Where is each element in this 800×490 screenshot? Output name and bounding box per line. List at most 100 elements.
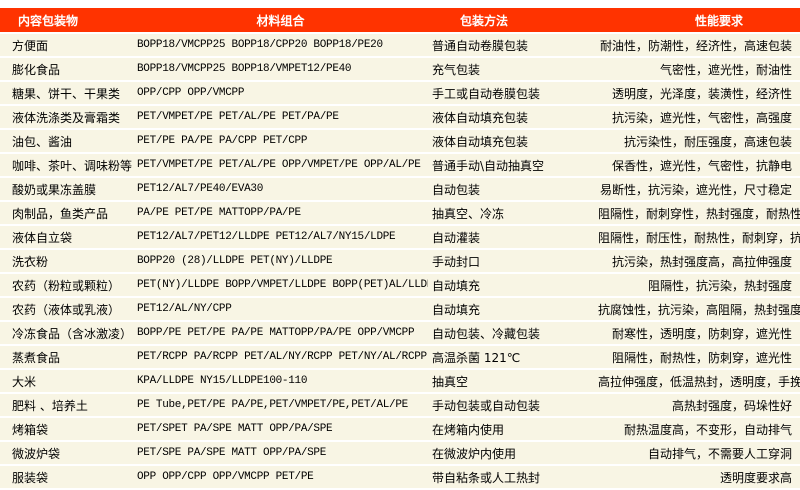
table-row: 油包、酱油 PET/PE PA/PE PA/CPP PET/CPP 液体自动填充包装… — [0, 130, 800, 152]
method-cell: 手动包装或自动包装 — [428, 394, 598, 416]
contents-cell: 方便面 — [0, 34, 133, 56]
table-row: 咖啡、茶叶、调味粉等 PET/VMPET/PE PET/AL/PE OPP/VMP… — [0, 154, 800, 176]
materials-cell: PET/PE PA/PE PA/CPP PET/CPP — [133, 130, 428, 152]
method-cell: 液体自动填充包装 — [428, 130, 598, 152]
table-row: 洗衣粉 BOPP20 (28)/LLDPE PET(NY)/LLDPE 手动封口 抗污… — [0, 250, 800, 272]
table-row: 大米 KPA/LLDPE NY15/LLDPE100-110 抽真空 高拉伸强度，低温… — [0, 370, 800, 392]
requirements-cell: 耐油性，防潮性，经济性，高速包装 — [598, 34, 800, 56]
contents-cell: 微波炉袋 — [0, 442, 133, 464]
requirements-cell: 抗污染，热封强度高，高拉伸强度 — [598, 250, 800, 272]
requirements-cell: 阻隔性，耐刺穿性，热封强度，耐热性 — [598, 202, 800, 224]
materials-cell: PET(NY)/LLDPE BOPP/VMPET/LLDPE BOPP(PET)… — [133, 274, 428, 296]
contents-cell: 大米 — [0, 370, 133, 392]
materials-cell: PET12/AL7/PET12/LLDPE PET12/AL7/NY15/LDP… — [133, 226, 428, 248]
header-contents: 内容包装物 — [0, 8, 133, 32]
method-cell: 带自粘条或人工热封 — [428, 466, 598, 488]
requirements-cell: 透明度要求高 — [598, 466, 800, 488]
requirements-cell: 透明度，光泽度，装潢性，经济性 — [598, 82, 800, 104]
contents-cell: 肉制品，鱼类产品 — [0, 202, 133, 224]
contents-cell: 膨化食品 — [0, 58, 133, 80]
requirements-cell: 保香性，遮光性，气密性，抗静电 — [598, 154, 800, 176]
header-method: 包装方法 — [428, 8, 598, 32]
materials-cell: PET/VMPET/PE PET/AL/PE OPP/VMPET/PE OPP/… — [133, 154, 428, 176]
method-cell: 抽真空、冷冻 — [428, 202, 598, 224]
table-row: 烤箱袋 PET/SPET PA/SPE MATT OPP/PA/SPE 在烤箱内使用… — [0, 418, 800, 440]
method-cell: 自动包装 — [428, 178, 598, 200]
method-cell: 高温杀菌 121℃ — [428, 346, 598, 368]
method-cell: 普通手动\自动抽真空 — [428, 154, 598, 176]
table-row: 肥料 、培养土 PE Tube,PET/PE PA/PE,PET/VMPET/PE… — [0, 394, 800, 416]
requirements-cell: 抗腐蚀性，抗污染，高阻隔，热封强度 — [598, 298, 800, 320]
table-row: 液体自立袋 PET12/AL7/PET12/LLDPE PET12/AL7/NY1… — [0, 226, 800, 248]
table-header-row: 内容包装物 材料组合 包装方法 性能要求 — [0, 8, 800, 32]
table-row: 微波炉袋 PET/SPE PA/SPE MATT OPP/PA/SPE 在微波炉内使… — [0, 442, 800, 464]
contents-cell: 洗衣粉 — [0, 250, 133, 272]
materials-cell: PE Tube,PET/PE PA/PE,PET/VMPET/PE,PET/AL… — [133, 394, 428, 416]
contents-cell: 烤箱袋 — [0, 418, 133, 440]
materials-cell: BOPP/PE PET/PE PA/PE MATTOPP/PA/PE OPP/V… — [133, 322, 428, 344]
table-row: 酸奶或果冻盖膜 PET12/AL7/PE40/EVA30 自动包装 易断性，抗污染，遮… — [0, 178, 800, 200]
method-cell: 手动封口 — [428, 250, 598, 272]
method-cell: 手工或自动卷膜包装 — [428, 82, 598, 104]
table-row: 农药（液体或乳液） PET12/AL/NY/CPP 自动填充 抗腐蚀性，抗污染，高阻隔… — [0, 298, 800, 320]
requirements-cell: 易断性，抗污染，遮光性，尺寸稳定 — [598, 178, 800, 200]
contents-cell: 液体洗涤类及膏霜类 — [0, 106, 133, 128]
materials-cell: OPP/CPP OPP/VMCPP — [133, 82, 428, 104]
method-cell: 在微波炉内使用 — [428, 442, 598, 464]
contents-cell: 油包、酱油 — [0, 130, 133, 152]
contents-cell: 糖果、饼干、干果类 — [0, 82, 133, 104]
materials-cell: PET/SPE PA/SPE MATT OPP/PA/SPE — [133, 442, 428, 464]
method-cell: 自动包装、冷藏包装 — [428, 322, 598, 344]
table-row: 冷冻食品（含冰激凌） BOPP/PE PET/PE PA/PE MATTOPP/P… — [0, 322, 800, 344]
table-row: 蒸煮食品 PET/RCPP PA/RCPP PET/AL/NY/RCPP PET/… — [0, 346, 800, 368]
materials-cell: KPA/LLDPE NY15/LLDPE100-110 — [133, 370, 428, 392]
header-materials: 材料组合 — [133, 8, 428, 32]
requirements-cell: 阻隔性，耐压性，耐热性，耐刺穿，抗污染 — [598, 226, 800, 248]
materials-cell: BOPP20 (28)/LLDPE PET(NY)/LLDPE — [133, 250, 428, 272]
table-row: 膨化食品 BOPP18/VMCPP25 BOPP18/VMPET12/PE40 充气… — [0, 58, 800, 80]
requirements-cell: 阻隔性，抗污染，热封强度 — [598, 274, 800, 296]
requirements-cell: 耐寒性，透明度，防刺穿，遮光性 — [598, 322, 800, 344]
materials-cell: PET12/AL/NY/CPP — [133, 298, 428, 320]
requirements-cell: 阻隔性，耐热性，防刺穿，遮光性 — [598, 346, 800, 368]
contents-cell: 液体自立袋 — [0, 226, 133, 248]
contents-cell: 咖啡、茶叶、调味粉等 — [0, 154, 133, 176]
packaging-table: 内容包装物 材料组合 包装方法 性能要求 方便面 BOPP18/VMCPP25 B… — [0, 6, 800, 490]
requirements-cell: 耐热温度高，不变形，自动排气 — [598, 418, 800, 440]
table-row: 农药（粉粒或颗粒） PET(NY)/LLDPE BOPP/VMPET/LLDPE … — [0, 274, 800, 296]
method-cell: 充气包装 — [428, 58, 598, 80]
method-cell: 液体自动填充包装 — [428, 106, 598, 128]
method-cell: 自动填充 — [428, 298, 598, 320]
method-cell: 抽真空 — [428, 370, 598, 392]
materials-cell: BOPP18/VMCPP25 BOPP18/CPP20 BOPP18/PE20 — [133, 34, 428, 56]
table-row: 液体洗涤类及膏霜类 PET/VMPET/PE PET/AL/PE PET/PA/P… — [0, 106, 800, 128]
requirements-cell: 抗污染，遮光性，气密性，高强度 — [598, 106, 800, 128]
contents-cell: 蒸煮食品 — [0, 346, 133, 368]
contents-cell: 农药（液体或乳液） — [0, 298, 133, 320]
requirements-cell: 高热封强度，码垛性好 — [598, 394, 800, 416]
requirements-cell: 气密性，遮光性，耐油性 — [598, 58, 800, 80]
contents-cell: 酸奶或果冻盖膜 — [0, 178, 133, 200]
table-row: 方便面 BOPP18/VMCPP25 BOPP18/CPP20 BOPP18/PE… — [0, 34, 800, 56]
table-row: 服装袋 OPP OPP/CPP OPP/VMCPP PET/PE 带自粘条或人工热封… — [0, 466, 800, 488]
method-cell: 普通自动卷膜包装 — [428, 34, 598, 56]
materials-cell: PA/PE PET/PE MATTOPP/PA/PE — [133, 202, 428, 224]
contents-cell: 肥料 、培养土 — [0, 394, 133, 416]
materials-cell: PET12/AL7/PE40/EVA30 — [133, 178, 428, 200]
contents-cell: 冷冻食品（含冰激凌） — [0, 322, 133, 344]
table-row: 肉制品，鱼类产品 PA/PE PET/PE MATTOPP/PA/PE 抽真空、冷冻… — [0, 202, 800, 224]
method-cell: 自动灌装 — [428, 226, 598, 248]
materials-cell: PET/VMPET/PE PET/AL/PE PET/PA/PE — [133, 106, 428, 128]
materials-cell: OPP OPP/CPP OPP/VMCPP PET/PE — [133, 466, 428, 488]
requirements-cell: 高拉伸强度，低温热封，透明度，手挽强度高 — [598, 370, 800, 392]
method-cell: 在烤箱内使用 — [428, 418, 598, 440]
materials-cell: PET/SPET PA/SPE MATT OPP/PA/SPE — [133, 418, 428, 440]
materials-cell: BOPP18/VMCPP25 BOPP18/VMPET12/PE40 — [133, 58, 428, 80]
contents-cell: 服装袋 — [0, 466, 133, 488]
requirements-cell: 抗污染性，耐压强度，高速包装 — [598, 130, 800, 152]
requirements-cell: 自动排气，不需要人工穿洞 — [598, 442, 800, 464]
method-cell: 自动填充 — [428, 274, 598, 296]
table-row: 糖果、饼干、干果类 OPP/CPP OPP/VMCPP 手工或自动卷膜包装 透明度，光… — [0, 82, 800, 104]
header-requirements: 性能要求 — [598, 8, 800, 32]
materials-cell: PET/RCPP PA/RCPP PET/AL/NY/RCPP PET/NY/A… — [133, 346, 428, 368]
